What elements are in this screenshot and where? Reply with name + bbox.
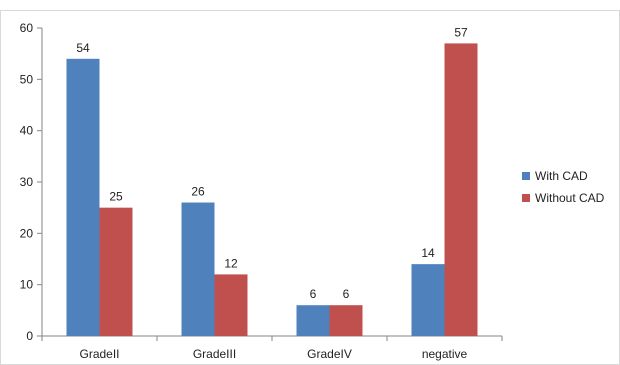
x-tick-label: GradeIII: [193, 347, 236, 361]
legend-swatch: [522, 194, 530, 202]
bar-without-cad: [329, 305, 363, 336]
bar-without-cad: [99, 207, 133, 336]
data-label: 54: [76, 41, 90, 55]
bar-with-cad: [411, 264, 445, 336]
y-tick-label: 50: [20, 72, 34, 86]
data-label: 25: [109, 190, 123, 204]
chart-data-labels: 54 25 26 12 6 6 14 57: [76, 25, 468, 301]
bar-without-cad: [214, 274, 248, 336]
chart-axes: 0 10 20 30 40 50 60 GradeII GradeIII GradeIV negat…: [0, 10, 620, 365]
legend-label: Without CAD: [535, 191, 605, 205]
y-tick-label: 10: [20, 278, 34, 292]
x-tick-label: GradeIV: [307, 347, 352, 361]
legend-label: With CAD: [535, 169, 588, 183]
x-tick-label: negative: [422, 347, 468, 361]
bar-with-cad: [296, 305, 330, 336]
data-label: 57: [454, 25, 468, 39]
bar-without-cad: [444, 43, 478, 337]
y-tick-label: 60: [20, 21, 34, 35]
data-label: 14: [421, 246, 435, 260]
x-tick-label: GradeII: [79, 347, 119, 361]
y-tick-label: 30: [20, 175, 34, 189]
data-label: 6: [310, 287, 317, 301]
data-label: 26: [191, 185, 205, 199]
legend-swatch: [522, 172, 530, 180]
y-tick-label: 20: [20, 226, 34, 240]
bar-with-cad: [181, 202, 215, 336]
chart-legend: With CAD Without CAD: [522, 169, 605, 205]
data-label: 6: [343, 287, 350, 301]
chart-bars: [66, 43, 478, 337]
y-tick-label: 0: [26, 329, 33, 343]
y-tick-label: 40: [20, 124, 34, 138]
data-label: 12: [224, 256, 238, 270]
bar-with-cad: [66, 58, 100, 337]
